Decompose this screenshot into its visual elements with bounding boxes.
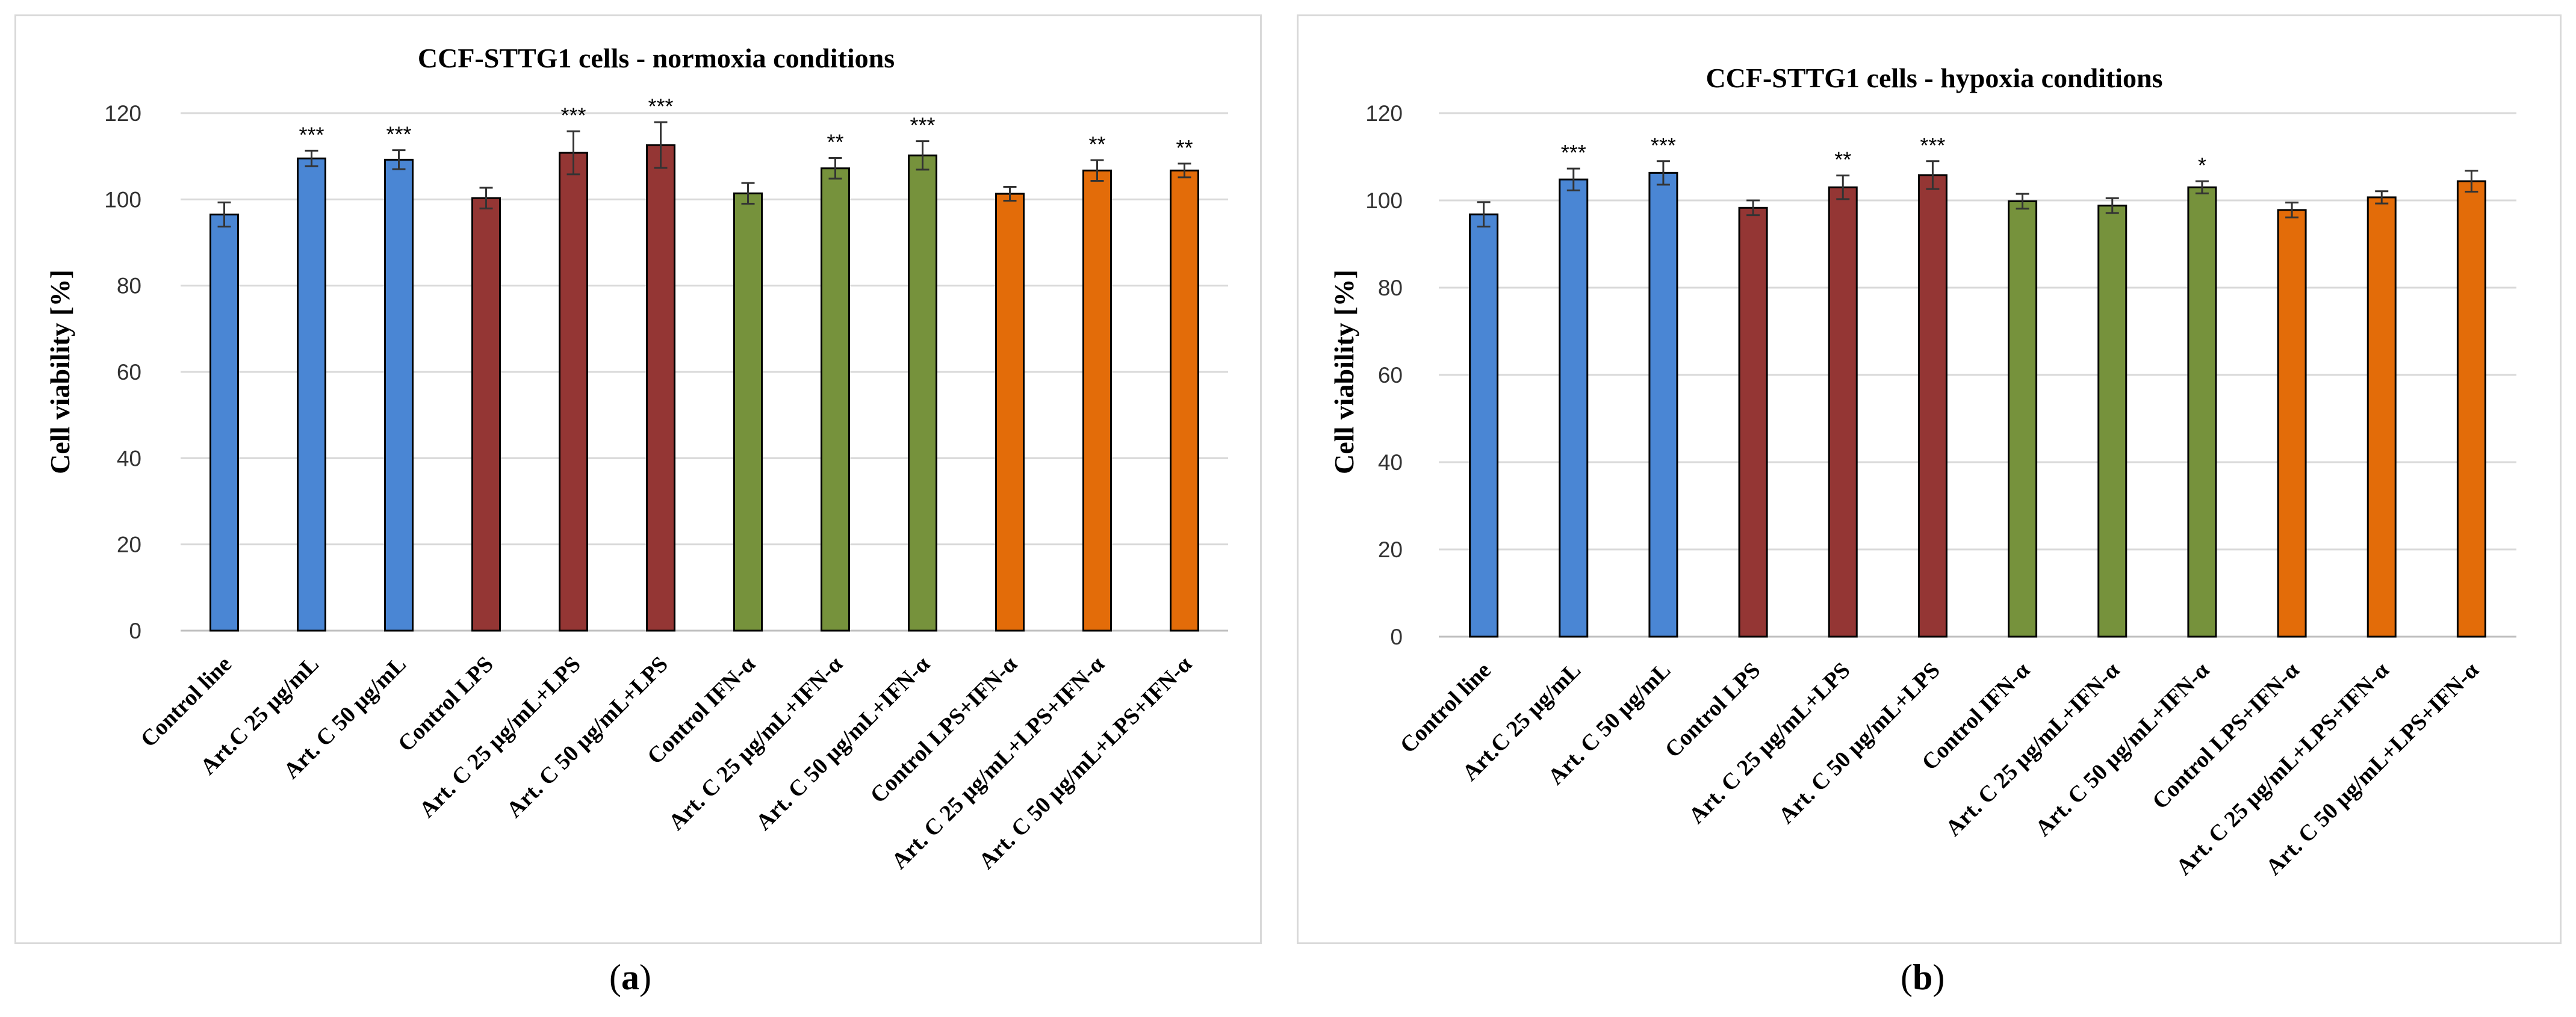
chart-title-b: CCF-STTG1 cells - hypoxia conditions <box>1705 63 2162 93</box>
y-tick-label-b: 100 <box>1365 188 1403 213</box>
significance-marker-b: *** <box>1920 133 1945 158</box>
bar-a <box>471 197 501 632</box>
y-tick-label-a: 20 <box>117 533 141 557</box>
significance-marker-b: *** <box>1561 140 1586 165</box>
bar-a <box>995 193 1025 632</box>
bar-b <box>2097 205 2128 638</box>
bar-a <box>908 154 937 632</box>
y-tick-label-b: 0 <box>1390 625 1403 649</box>
bar-a <box>1170 169 1199 632</box>
bar-a <box>384 158 414 632</box>
panel-label-b: (b) <box>1901 957 1945 997</box>
significance-marker-a: *** <box>648 94 673 119</box>
category-label-b: Art. C 25 µg/mL+LPS <box>1684 658 1855 829</box>
panel-label-a: (a) <box>609 957 651 997</box>
bar-b <box>1469 213 1499 638</box>
significance-marker-a: *** <box>386 122 411 147</box>
significance-marker-a: *** <box>910 113 935 138</box>
bar-b <box>1828 186 1858 638</box>
significance-marker-a: *** <box>560 103 586 128</box>
category-label-b: Art. C 50 µg/mL+IFN-α <box>2031 658 2214 841</box>
bar-b <box>2456 180 2486 638</box>
significance-marker-b: ** <box>1834 147 1851 172</box>
bar-b <box>2277 209 2307 638</box>
panel-letter-b: b <box>1912 957 1933 997</box>
bar-b <box>2367 196 2397 638</box>
y-tick-label-b: 80 <box>1378 276 1403 300</box>
bar-b <box>1559 178 1589 638</box>
chart-title-a: CCF-STTG1 cells - normoxia conditions <box>418 43 895 73</box>
bar-a <box>646 144 675 632</box>
y-tick-label-b: 20 <box>1378 537 1403 562</box>
y-tick-label-a: 40 <box>117 446 141 471</box>
category-label-b: Art. C 50 µg/mL+LPS <box>1774 658 1944 829</box>
category-label-b: Art. C 25 µg/mL+IFN-α <box>1941 658 2124 841</box>
y-tick-label-b: 60 <box>1378 363 1403 388</box>
y-tick-label-a: 80 <box>117 274 141 298</box>
y-tick-label-b: 40 <box>1378 450 1403 475</box>
y-tick-label-a: 100 <box>104 187 141 212</box>
y-tick-label-a: 60 <box>117 360 141 385</box>
bar-b <box>1738 206 1768 638</box>
panel-letter-a: a <box>621 957 639 997</box>
category-label-b: Control line <box>1395 658 1496 758</box>
bar-b <box>2008 200 2038 638</box>
significance-marker-b: * <box>2198 153 2206 178</box>
significance-marker-a: ** <box>1088 132 1105 156</box>
significance-marker-a: *** <box>299 122 324 147</box>
y-tick-label-b: 120 <box>1365 101 1403 126</box>
bar-a <box>1082 169 1112 632</box>
significance-marker-b: *** <box>1651 133 1676 158</box>
y-axis-label-b: Cell viability [%] <box>1329 270 1359 474</box>
category-label-b: Control LPS+IFN-α <box>2147 658 2304 814</box>
y-tick-label-a: 0 <box>129 619 141 643</box>
significance-marker-a: ** <box>827 130 843 155</box>
bar-b <box>1917 174 1948 638</box>
bar-b <box>1648 172 1678 638</box>
significance-marker-a: ** <box>1176 135 1193 160</box>
bar-b <box>2187 186 2217 638</box>
y-axis-label-a: Cell viability [%] <box>45 270 75 474</box>
y-tick-label-a: 120 <box>104 101 141 126</box>
bar-a <box>559 152 588 632</box>
